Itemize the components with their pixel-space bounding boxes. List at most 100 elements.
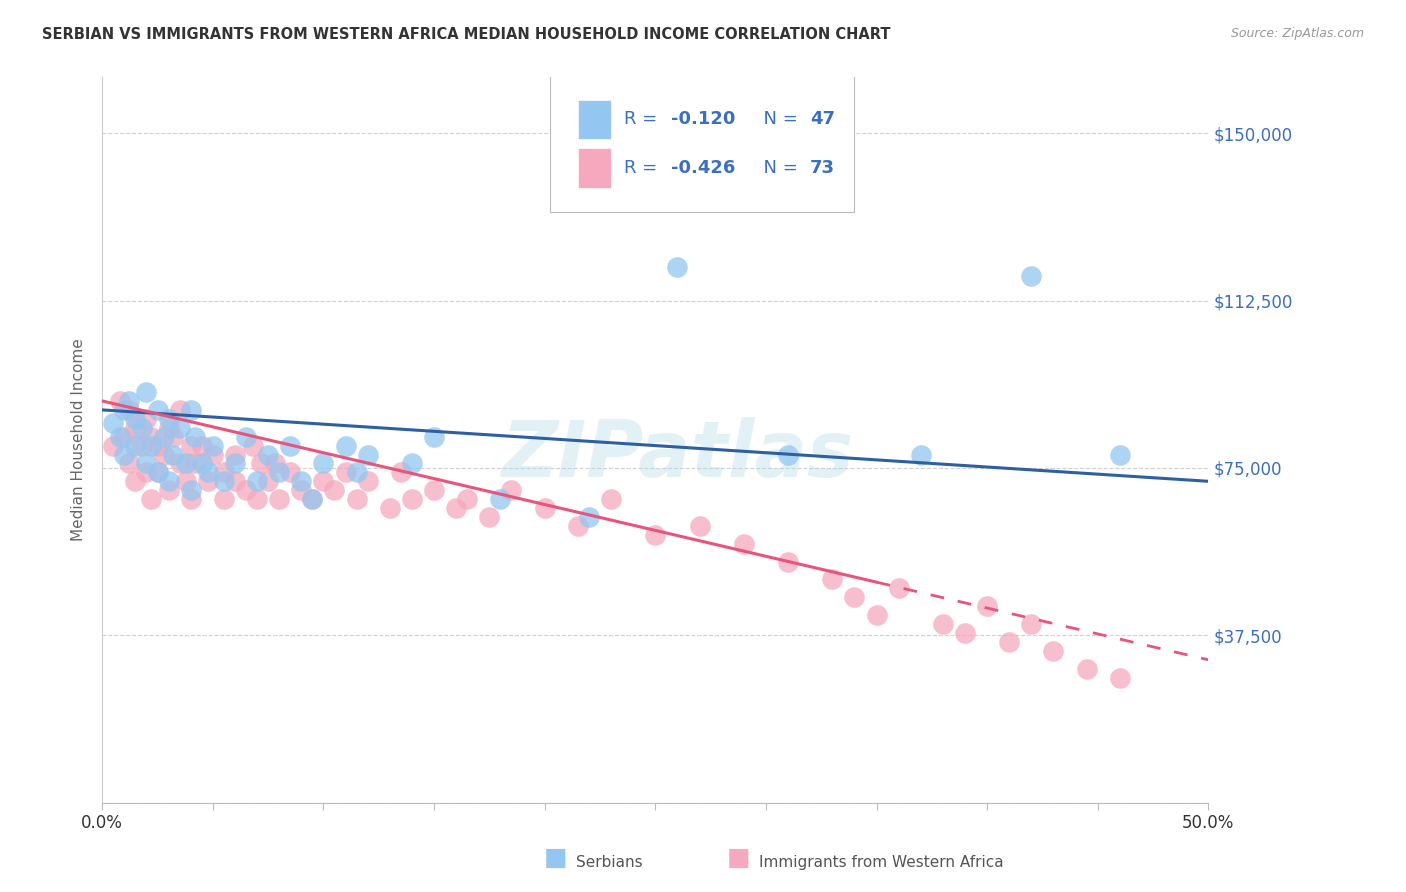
Point: [124, 412, 146, 426]
Point: [533, 501, 555, 516]
Point: [501, 483, 523, 498]
Point: [139, 439, 162, 453]
Point: [162, 430, 184, 444]
Bar: [578, 100, 612, 139]
Point: [246, 492, 269, 507]
Point: [235, 430, 257, 444]
Point: [456, 492, 478, 507]
Point: [423, 483, 446, 498]
Text: Serbians: Serbians: [576, 855, 643, 870]
Point: [335, 466, 357, 480]
Point: [180, 439, 202, 453]
Text: N =: N =: [752, 159, 803, 178]
Point: [108, 430, 131, 444]
Point: [118, 403, 141, 417]
Point: [135, 412, 157, 426]
Point: [112, 403, 135, 417]
Point: [169, 403, 191, 417]
Point: [250, 457, 273, 471]
Point: [131, 439, 153, 453]
Point: [1021, 617, 1043, 632]
Point: [1108, 448, 1130, 462]
Point: [976, 599, 998, 614]
Text: -0.120: -0.120: [671, 111, 735, 128]
Point: [257, 448, 280, 462]
Point: [108, 394, 131, 409]
Point: [153, 430, 176, 444]
Point: [644, 528, 666, 542]
Point: [401, 457, 423, 471]
Point: [733, 537, 755, 551]
Point: [600, 492, 623, 507]
Point: [139, 492, 162, 507]
Text: R =: R =: [624, 159, 664, 178]
Point: [184, 457, 207, 471]
Point: [103, 417, 125, 431]
Point: [242, 439, 264, 453]
Point: [323, 483, 346, 498]
Point: [224, 475, 246, 489]
FancyBboxPatch shape: [550, 70, 855, 211]
Point: [998, 635, 1021, 649]
Point: [290, 483, 312, 498]
Text: N =: N =: [752, 111, 803, 128]
Point: [689, 519, 711, 533]
Point: [180, 483, 202, 498]
Point: [278, 466, 301, 480]
Point: [932, 617, 955, 632]
Point: [201, 439, 224, 453]
Point: [135, 466, 157, 480]
Point: [191, 457, 214, 471]
Point: [212, 475, 235, 489]
Point: [197, 466, 219, 480]
Point: [269, 492, 291, 507]
Point: [910, 448, 932, 462]
Point: [162, 448, 184, 462]
Point: [257, 475, 280, 489]
Point: [346, 466, 368, 480]
Point: [131, 421, 153, 435]
Point: [246, 475, 269, 489]
Point: [180, 492, 202, 507]
Point: [953, 626, 976, 640]
Point: [578, 510, 600, 524]
Point: [103, 439, 125, 453]
Text: -0.426: -0.426: [671, 159, 735, 178]
Point: [212, 492, 235, 507]
Point: [201, 448, 224, 462]
Point: [478, 510, 501, 524]
Point: [146, 466, 169, 480]
Point: [821, 573, 844, 587]
Text: ■: ■: [727, 846, 749, 870]
Point: [174, 475, 197, 489]
Point: [269, 466, 291, 480]
Point: [1108, 671, 1130, 685]
Point: [139, 430, 162, 444]
Point: [146, 439, 169, 453]
Point: [335, 439, 357, 453]
Point: [112, 430, 135, 444]
Text: Source: ZipAtlas.com: Source: ZipAtlas.com: [1230, 27, 1364, 40]
Text: ZIPatlas: ZIPatlas: [502, 417, 853, 492]
Text: ■: ■: [544, 846, 567, 870]
Point: [1021, 268, 1043, 283]
Text: 73: 73: [810, 159, 835, 178]
Point: [357, 475, 380, 489]
Point: [301, 492, 323, 507]
Point: [191, 439, 214, 453]
Point: [301, 492, 323, 507]
Point: [146, 403, 169, 417]
Point: [184, 430, 207, 444]
Point: [118, 394, 141, 409]
Point: [235, 483, 257, 498]
Point: [224, 448, 246, 462]
Point: [224, 457, 246, 471]
Point: [865, 608, 887, 623]
Point: [180, 403, 202, 417]
Point: [169, 421, 191, 435]
Point: [263, 457, 285, 471]
Point: [312, 457, 335, 471]
Point: [378, 501, 401, 516]
Point: [444, 501, 467, 516]
Point: [423, 430, 446, 444]
